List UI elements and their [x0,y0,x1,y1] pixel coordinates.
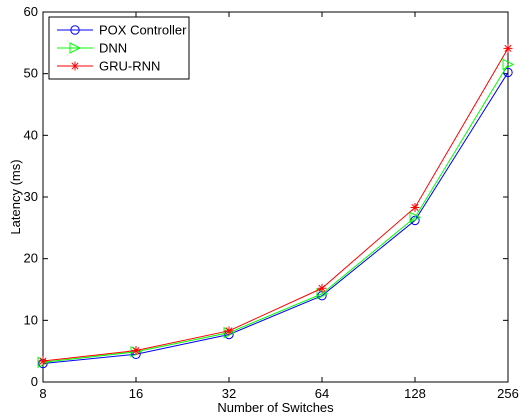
data-point [132,346,141,355]
legend-label: GRU-RNN [99,59,160,74]
data-point [318,284,327,293]
data-point [39,357,48,366]
legend-label: POX Controller [99,23,187,38]
y-tick-label: 10 [24,312,38,327]
x-tick-label: 128 [404,386,426,401]
x-axis-label: Number of Switches [217,400,334,415]
legend-marker [71,62,80,71]
x-tick-label: 64 [315,386,329,401]
x-tick-label: 32 [222,386,236,401]
x-tick-label: 16 [129,386,143,401]
x-tick-label: 8 [39,386,46,401]
y-axis-label: Latency (ms) [8,159,23,234]
data-point [504,44,513,53]
y-tick-label: 50 [24,66,38,81]
legend-label: DNN [99,41,127,56]
y-tick-label: 30 [24,189,38,204]
y-tick-label: 0 [31,374,38,389]
y-tick-label: 40 [24,127,38,142]
x-tick-label: 256 [497,386,519,401]
y-tick-label: 60 [24,4,38,19]
data-point [225,326,234,335]
legend: POX Controller DNN GRU-RNN [49,17,189,79]
y-tick-label: 20 [24,251,38,266]
data-point [411,203,420,212]
